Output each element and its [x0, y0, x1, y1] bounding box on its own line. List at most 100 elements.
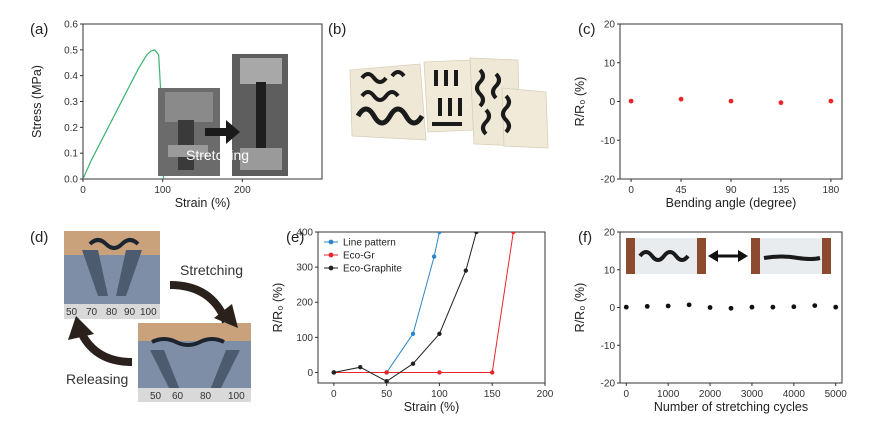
- y-tick-label: 20: [604, 228, 616, 239]
- data-point-f: [833, 304, 839, 310]
- y-axis-label-c: R/R₀ (%): [573, 77, 587, 127]
- panel-label-c: (c): [578, 21, 596, 38]
- photo-b-samples: [346, 52, 549, 149]
- data-point-e-2: [437, 331, 442, 337]
- x-tick-label: 200: [537, 389, 554, 400]
- x-tick-label: 5000: [825, 389, 848, 400]
- panel-label-b: (b): [328, 21, 346, 38]
- ruler-top-label-4: 90: [124, 307, 136, 318]
- y-tick-label: 10: [604, 265, 616, 276]
- legend-swatch-marker: [328, 252, 334, 258]
- panel-label-a: (a): [30, 21, 48, 38]
- x-tick-label: 0: [80, 185, 86, 196]
- y-axis-label-f: R/R₀ (%): [573, 283, 587, 333]
- chart-e-strain-resistance: 0 50 100 150 200 0 100 200 300 400 Strain (%) R/R₀ …: [271, 228, 554, 415]
- x-tick-label: 100: [154, 185, 171, 196]
- data-point-f: [686, 302, 692, 308]
- ruler-bottom-label-3: 80: [200, 391, 212, 402]
- data-point-e-1: [384, 370, 389, 375]
- data-point-f: [728, 305, 734, 311]
- photo-a-inset: Stretching: [158, 54, 288, 176]
- data-point-f: [665, 303, 671, 309]
- y-tick-label: 400: [296, 228, 313, 239]
- panel-label-e: (e): [286, 229, 304, 246]
- y-tick-label: -20: [601, 379, 616, 390]
- data-point-e-2: [358, 364, 363, 370]
- y-tick-label: 10: [604, 58, 616, 69]
- y-tick-label: 100: [296, 333, 313, 344]
- ruler-bottom-label-4: 100: [228, 391, 245, 402]
- plot-frame-e: [317, 231, 546, 384]
- double-arrow-icon: [708, 250, 748, 262]
- legend-label: Line pattern: [343, 238, 396, 249]
- y-tick-label: 0.4: [64, 71, 78, 82]
- photo-f-inset: [626, 238, 831, 274]
- x-tick-label: 4000: [783, 389, 806, 400]
- data-point-e-2: [410, 361, 416, 366]
- data-point-e-1: [511, 232, 516, 235]
- y-tick-label: 20: [604, 20, 616, 31]
- data-point-f: [791, 304, 797, 310]
- data-point-e-0: [437, 232, 442, 235]
- plot-area-a: [83, 49, 165, 179]
- x-tick-label: 0: [624, 389, 630, 400]
- plot-area-e: [331, 232, 516, 383]
- data-point-e-1: [437, 370, 442, 375]
- data-point-c: [828, 98, 834, 104]
- legend-label: Eco-Gr: [343, 251, 375, 262]
- chart-f-cycles: 0 1000 2000 3000 4000 5000 -20 -10 0 10 20 Number o…: [573, 228, 847, 415]
- data-point-c: [728, 98, 734, 104]
- y-tick-label: 300: [296, 263, 313, 274]
- ruler-bottom-label-2: 60: [172, 391, 184, 402]
- ruler-top-label-2: 70: [86, 307, 98, 318]
- y-tick-label: 0.1: [64, 149, 78, 160]
- arrow-right-icon: [205, 120, 240, 144]
- label-stretching: Stretching: [180, 262, 243, 278]
- x-tick-label: 0: [331, 389, 337, 400]
- x-axis-label-e: Strain (%): [404, 400, 460, 414]
- y-tick-label: -10: [601, 341, 616, 352]
- plot-area-f: [623, 302, 839, 311]
- legend-swatch-marker: [328, 239, 334, 245]
- y-tick-label: 0.2: [64, 123, 78, 134]
- x-axis-label-c: Bending angle (degree): [666, 196, 797, 210]
- data-point-e-2: [474, 232, 479, 235]
- series-line-a-0: [83, 49, 165, 179]
- x-tick-label: 50: [381, 389, 393, 400]
- y-tick-label: 0.0: [64, 175, 78, 186]
- y-tick-label: 0.6: [64, 20, 78, 31]
- data-point-e-2: [384, 379, 389, 383]
- photo-a-stretching-label: Stretching: [186, 147, 249, 163]
- y-axis-label-a: Stress (MPa): [30, 65, 44, 138]
- chart-a-stress-strain: 0 100 200 0.0 0.1 0.2 0.3 0.4 0.5 0.6 Strain (%) St…: [30, 20, 323, 210]
- ruler-top-label-3: 80: [106, 307, 118, 318]
- data-point-f: [770, 304, 776, 310]
- legend-swatch-marker: [328, 265, 334, 271]
- data-point-c: [678, 96, 684, 102]
- x-tick-label: 150: [484, 389, 501, 400]
- label-releasing: Releasing: [66, 371, 128, 387]
- x-axis-label-f: Number of stretching cycles: [654, 400, 808, 414]
- data-point-f: [707, 305, 713, 310]
- data-point-e-2: [331, 370, 337, 375]
- y-tick-label: -20: [601, 175, 616, 186]
- y-tick-label: 200: [296, 298, 313, 309]
- x-tick-label: 0: [628, 185, 634, 196]
- y-tick-label: 0: [307, 368, 313, 379]
- panel-label-d: (d): [30, 229, 48, 246]
- data-point-e-0: [410, 331, 416, 337]
- y-tick-label: 0: [609, 303, 615, 314]
- x-tick-label: 90: [725, 185, 737, 196]
- ruler-top-label-5: 100: [140, 307, 157, 318]
- x-tick-label: 1000: [657, 389, 680, 400]
- y-tick-label: -10: [601, 136, 616, 147]
- y-tick-label: 0.5: [64, 45, 78, 56]
- data-point-f: [749, 304, 755, 310]
- photo-d-stretching-setup: 50 70 80 90 100 50 60 80 100 Stretching …: [64, 231, 251, 402]
- x-axis-label-a: Strain (%): [175, 196, 231, 210]
- ruler-bottom-label-1: 50: [150, 391, 162, 402]
- panel-label-f: (f): [578, 229, 592, 246]
- legend-label: Eco-Graphite: [343, 264, 402, 275]
- x-tick-label: 45: [675, 185, 687, 196]
